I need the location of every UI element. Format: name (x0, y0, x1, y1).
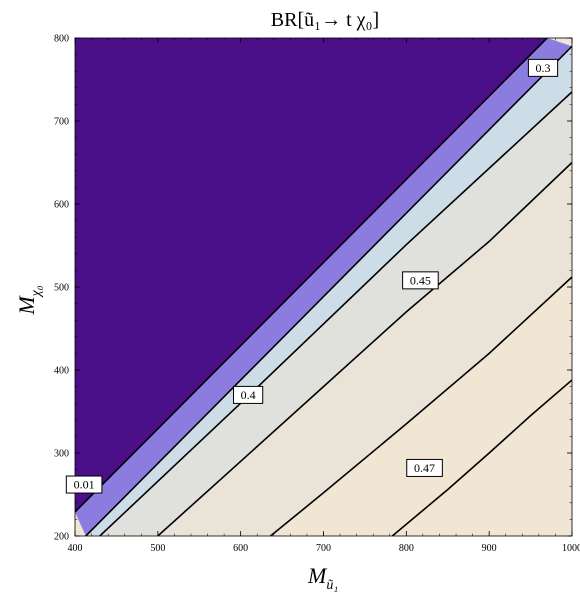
contour-label-box (65, 475, 103, 494)
contour-labels: 0.01 0.3 0.4 0.45 0.47 (65, 58, 559, 494)
contour-label-box (527, 58, 559, 77)
x-axis-title: Mũ₁ (307, 563, 338, 593)
y-tick-label: 500 (54, 283, 69, 294)
region-5 (270, 277, 572, 536)
contour-line-4 (269, 276, 572, 536)
x-tick-label: 600 (233, 543, 248, 554)
x-tick-label: 1000 (562, 543, 580, 554)
x-tick-label: 400 (68, 543, 83, 554)
y-tick-label: 200 (54, 532, 69, 543)
y-tick-label: 700 (54, 117, 69, 128)
contour-label: 0.45 (410, 273, 431, 287)
y-tick-label: 400 (54, 366, 69, 377)
y-axis-title: Mχ₀ (14, 285, 44, 315)
y-axis-title-main: M (14, 295, 39, 316)
x-tick-label: 500 (150, 543, 165, 554)
contour-line-5 (391, 379, 572, 536)
y-tick-label: 600 (54, 200, 69, 211)
contour-line-2 (99, 91, 572, 536)
x-axis-title-main: M (307, 563, 328, 588)
x-tick-label: 700 (316, 543, 331, 554)
region-1 (75, 38, 572, 536)
contour-label: 0.01 (74, 478, 95, 492)
filled-regions (75, 38, 572, 536)
chart-title: BR[ũ₁→ t χ₀] (271, 9, 379, 31)
x-axis-title-subscript: ũ₁ (326, 578, 338, 593)
axis-ticks: 400 500 600 700 800 900 1000 200 300 400 500 600 700… (54, 34, 580, 555)
contour-label: 0.3 (536, 61, 551, 75)
contour-label: 0.47 (414, 461, 435, 475)
contour-line-0 (75, 38, 548, 513)
y-axis-title-subscript: χ₀ (29, 285, 44, 298)
y-tick-label: 300 (54, 449, 69, 460)
contour-lines (75, 38, 572, 536)
contour-line-3 (157, 161, 572, 536)
y-tick-label: 800 (54, 34, 69, 45)
contour-line-1 (85, 45, 572, 536)
contour-label: 0.4 (241, 388, 256, 402)
contour-label-box (402, 271, 439, 290)
contour-label-box (233, 385, 264, 404)
x-tick-label: 900 (482, 543, 497, 554)
x-tick-label: 800 (399, 543, 414, 554)
contour-label-box (406, 458, 443, 477)
